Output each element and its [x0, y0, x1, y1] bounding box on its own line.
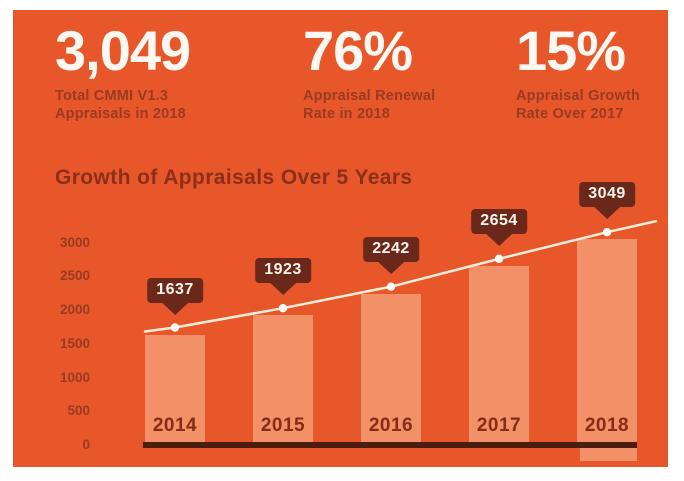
stat-value: 15% [516, 19, 626, 82]
data-callout-2016: 2242 [363, 236, 419, 274]
y-axis-tick: 2500 [59, 268, 90, 284]
callout-value: 2654 [471, 208, 527, 234]
callout-value: 2242 [363, 236, 419, 262]
stat-label-line1: Total CMMI V1.3 [55, 88, 169, 104]
x-axis-label-2016: 2016 [368, 415, 414, 436]
y-axis-tick: 3000 [59, 234, 90, 250]
callout-pointer [377, 260, 405, 274]
callout-value: 1923 [255, 258, 311, 284]
x-axis-label-2017: 2017 [476, 415, 522, 436]
callout-pointer [485, 232, 513, 246]
stat-total-appraisals: 3,049 Total CMMI V1.3 Appraisals in 2018 [55, 19, 191, 123]
chart-bar-2014 [145, 334, 205, 444]
y-axis-tick: 2000 [59, 302, 90, 317]
callout-value: 3049 [579, 182, 635, 208]
stat-renewal-rate: 76% Appraisal Renewal Rate in 2018 [303, 21, 435, 123]
chart-baseline [143, 442, 637, 448]
callout-value: 1637 [147, 277, 203, 303]
chart-title: Growth of Appraisals Over 5 Years [55, 166, 413, 189]
stat-label: Appraisal Renewal Rate in 2018 [303, 87, 435, 123]
y-axis-tick: 0 [82, 437, 90, 452]
data-callout-2014: 1637 [147, 277, 203, 315]
stat-value: 76% [303, 19, 413, 82]
stat-label-line2: Rate Over 2017 [516, 106, 624, 122]
stat-label-line1: Appraisal Growth [516, 88, 641, 104]
x-axis-label-2015: 2015 [260, 415, 306, 436]
stat-label: Appraisal Growth Rate Over 2017 [516, 87, 640, 123]
y-axis-tick: 1500 [59, 335, 90, 351]
data-callout-2018: 3049 [579, 182, 635, 220]
stat-label-line2: Appraisals in 2018 [55, 106, 186, 122]
stat-label-line1: Appraisal Renewal [303, 88, 436, 104]
stat-label-line2: Rate in 2018 [303, 106, 391, 122]
callout-pointer [161, 301, 189, 315]
stat-growth-rate: 15% Appraisal Growth Rate Over 2017 [516, 21, 640, 123]
bar-2018-bleed [580, 448, 637, 461]
stat-value: 3,049 [55, 19, 191, 82]
y-axis-tick: 1000 [59, 369, 90, 385]
stat-label: Total CMMI V1.3 Appraisals in 2018 [55, 87, 190, 123]
data-callout-2015: 1923 [255, 258, 311, 296]
callout-pointer [593, 206, 621, 220]
chart-bar-2015 [253, 315, 313, 444]
x-axis-label-2014: 2014 [152, 415, 198, 436]
chart-bar-2018 [577, 239, 637, 444]
y-axis-tick: 500 [67, 403, 90, 419]
data-callout-2017: 2654 [471, 208, 527, 246]
x-axis-label-2018: 2018 [584, 415, 630, 436]
callout-pointer [269, 282, 297, 296]
